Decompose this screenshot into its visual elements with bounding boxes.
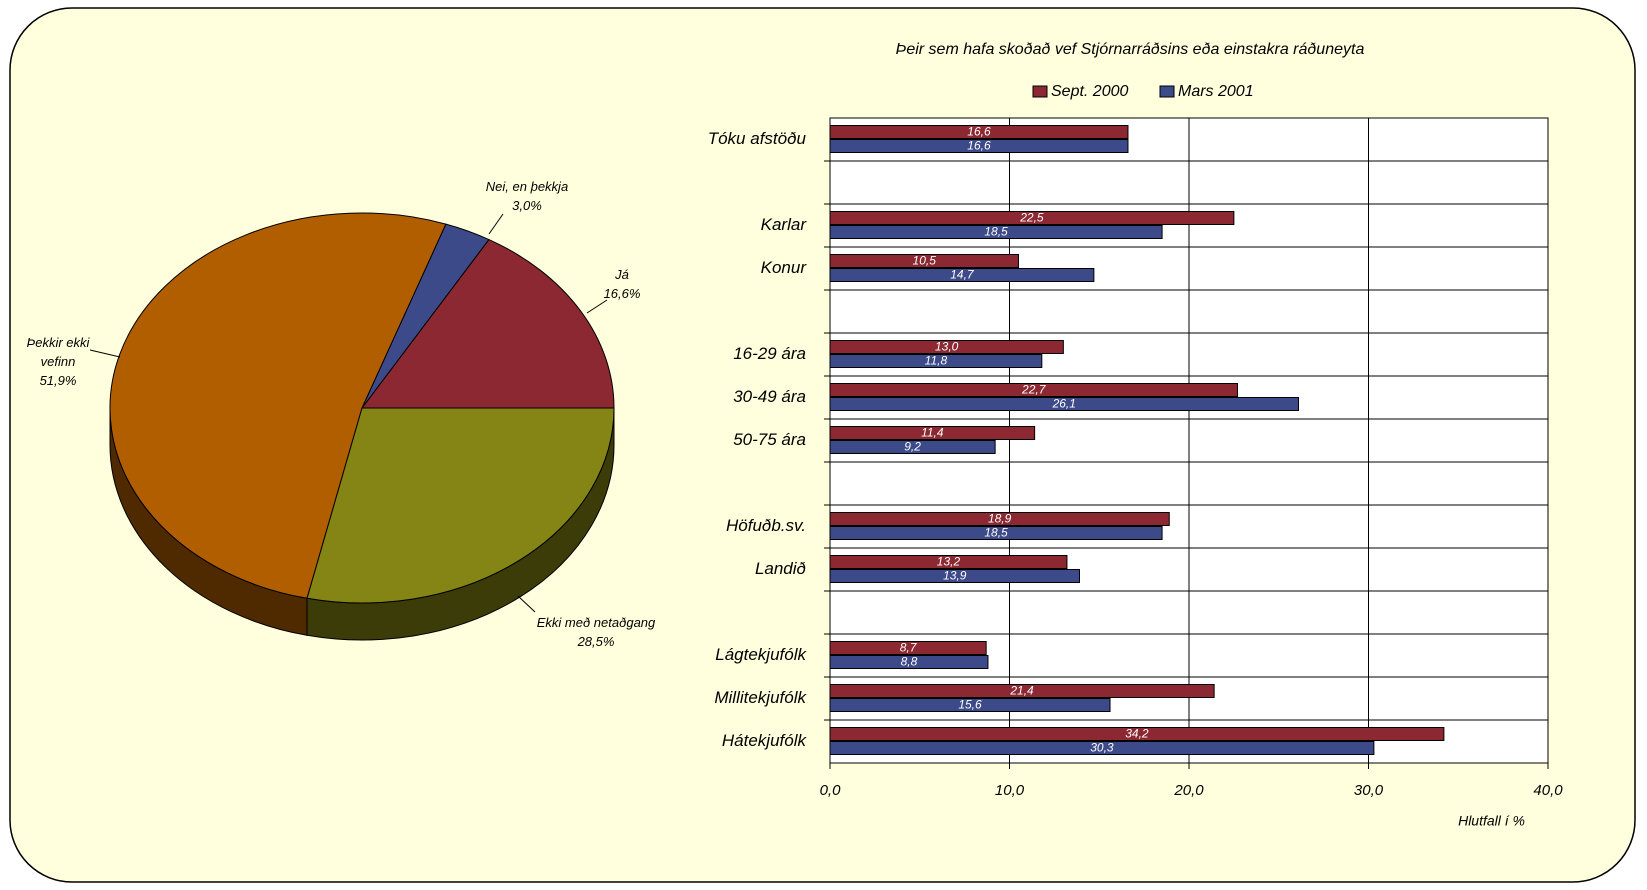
value-label: 14,7 bbox=[950, 268, 975, 282]
x-tick-label: 0,0 bbox=[820, 782, 842, 799]
x-tick-label: 30,0 bbox=[1354, 782, 1384, 799]
bar bbox=[829, 641, 987, 655]
pie-label: Ekki með netaðgang 28,5% bbox=[511, 613, 681, 651]
y-tick-label: Millitekjufólk bbox=[714, 688, 807, 707]
bar bbox=[829, 698, 1111, 712]
slice-value: 16,6% bbox=[603, 286, 641, 301]
bar bbox=[829, 383, 1238, 397]
value-label: 18,5 bbox=[984, 225, 1008, 239]
value-label: 22,5 bbox=[1019, 211, 1044, 225]
leader-line bbox=[586, 299, 608, 314]
leader-line bbox=[488, 213, 504, 235]
slice-name: Ekki með netaðgang bbox=[536, 615, 656, 630]
value-label: 13,2 bbox=[937, 555, 961, 569]
bar bbox=[829, 268, 1095, 282]
leader-line bbox=[517, 595, 536, 613]
y-tick-label: Hátekjufólk bbox=[722, 731, 808, 750]
value-label: 8,8 bbox=[901, 655, 918, 669]
y-tick-label: Konur bbox=[761, 258, 808, 277]
bar bbox=[829, 225, 1163, 239]
slice-name: Já bbox=[615, 267, 629, 282]
x-tick-label: 10,0 bbox=[995, 782, 1025, 799]
value-label: 11,4 bbox=[921, 426, 944, 440]
leader-line bbox=[89, 349, 121, 358]
bar bbox=[829, 555, 1068, 569]
y-tick-label: Lágtekjufólk bbox=[715, 645, 807, 664]
value-label: 16,6 bbox=[967, 125, 991, 139]
legend-label: Sept. 2000 bbox=[1051, 83, 1129, 100]
value-label: 10,5 bbox=[913, 254, 937, 268]
value-label: 15,6 bbox=[958, 698, 982, 712]
bar bbox=[829, 727, 1445, 741]
legend-swatch bbox=[1032, 85, 1048, 98]
pie-slice bbox=[109, 212, 447, 599]
slice-name: Nei, en þekkja bbox=[485, 179, 569, 194]
slice-value: 3,0% bbox=[512, 198, 542, 213]
bar bbox=[829, 426, 1036, 440]
value-label: 18,5 bbox=[984, 526, 1008, 540]
bar bbox=[829, 340, 1064, 354]
y-tick-label: 50-75 ára bbox=[733, 430, 806, 449]
value-label: 21,4 bbox=[1009, 684, 1034, 698]
bar bbox=[829, 125, 1129, 139]
pie-label: Já 16,6% bbox=[587, 265, 657, 303]
bar bbox=[829, 354, 1043, 368]
bar bbox=[829, 569, 1081, 583]
x-axis-label: Hlutfall í % bbox=[1458, 813, 1525, 829]
y-tick-label: Karlar bbox=[761, 215, 808, 234]
x-tick-label: 20,0 bbox=[1173, 782, 1204, 799]
pie-slice bbox=[306, 407, 615, 604]
pie-label: Þekkir ekki vefinn 51,9% bbox=[13, 333, 103, 390]
y-tick-label: Landið bbox=[755, 559, 806, 578]
bar bbox=[829, 741, 1375, 755]
bar bbox=[829, 684, 1215, 698]
value-label: 26,1 bbox=[1052, 397, 1076, 411]
legend-label: Mars 2001 bbox=[1178, 83, 1254, 100]
pie-label: Nei, en þekkja 3,0% bbox=[467, 177, 587, 215]
bar bbox=[829, 655, 989, 669]
value-label: 9,2 bbox=[904, 440, 921, 454]
value-label: 30,3 bbox=[1090, 741, 1114, 755]
bar bbox=[829, 254, 1019, 268]
legend-swatch bbox=[1159, 85, 1175, 98]
bar bbox=[829, 440, 996, 454]
y-tick-label: Höfuðb.sv. bbox=[726, 516, 806, 535]
slice-name: Þekkir ekki vefinn bbox=[26, 335, 90, 369]
value-label: 13,9 bbox=[943, 569, 967, 583]
chart-title: Þeir sem hafa skoðað vef Stjórnarráðsins… bbox=[896, 41, 1365, 58]
y-tick-label: Tóku afstöðu bbox=[708, 129, 807, 148]
bar bbox=[829, 526, 1163, 540]
value-label: 8,7 bbox=[900, 641, 918, 655]
bar bbox=[829, 139, 1129, 153]
value-label: 16,6 bbox=[967, 139, 991, 153]
bar bbox=[829, 512, 1170, 526]
x-tick-label: 40,0 bbox=[1533, 782, 1563, 799]
y-tick-label: 30-49 ára bbox=[733, 387, 806, 406]
pie-slice bbox=[360, 238, 615, 409]
slice-value: 28,5% bbox=[577, 634, 615, 649]
value-label: 22,7 bbox=[1021, 383, 1047, 397]
slice-value: 51,9% bbox=[39, 373, 77, 388]
y-tick-label: 16-29 ára bbox=[733, 344, 806, 363]
value-label: 11,8 bbox=[925, 354, 948, 368]
value-label: 18,9 bbox=[988, 512, 1012, 526]
value-label: 13,0 bbox=[935, 340, 959, 354]
bar bbox=[829, 397, 1299, 411]
value-label: 34,2 bbox=[1125, 727, 1149, 741]
bar bbox=[829, 211, 1235, 225]
